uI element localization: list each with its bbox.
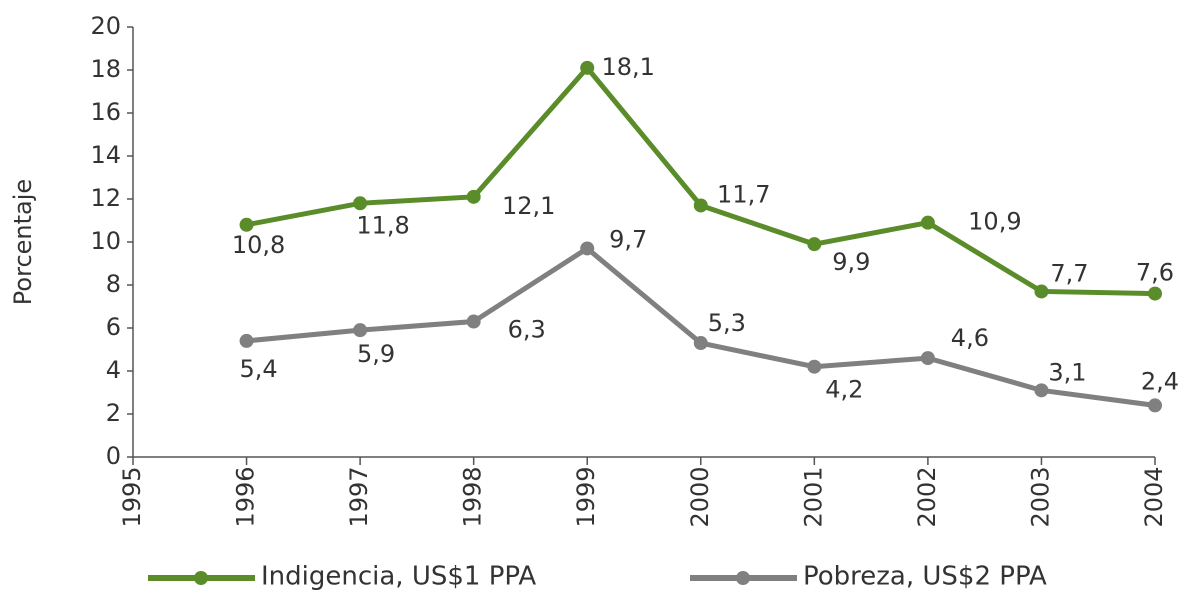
y-tick-label: 20 bbox=[90, 12, 121, 40]
y-tick-label: 18 bbox=[90, 55, 121, 83]
data-point bbox=[466, 189, 481, 204]
data-label: 12,1 bbox=[502, 192, 555, 220]
legend-label: Indigencia, US$1 PPA bbox=[261, 562, 536, 592]
x-tick-label: 1998 bbox=[459, 466, 487, 527]
data-label: 9,7 bbox=[609, 225, 647, 253]
x-tick-label: 2004 bbox=[1140, 466, 1168, 527]
data-point bbox=[1148, 398, 1162, 413]
data-label: 10,9 bbox=[968, 208, 1021, 236]
x-tick-label: 2003 bbox=[1026, 466, 1054, 527]
x-tick-label: 2001 bbox=[799, 466, 827, 527]
data-point bbox=[807, 359, 822, 374]
y-tick-label: 6 bbox=[106, 313, 121, 341]
data-label: 7,7 bbox=[1050, 259, 1088, 287]
data-label: 4,6 bbox=[951, 324, 989, 352]
y-tick-label: 0 bbox=[106, 442, 121, 470]
data-point bbox=[239, 333, 254, 348]
x-tick-label: 2002 bbox=[913, 466, 941, 527]
y-tick-label: 4 bbox=[106, 356, 121, 384]
data-label: 3,1 bbox=[1048, 358, 1086, 386]
data-label: 5,3 bbox=[708, 309, 746, 337]
x-tick-label: 1997 bbox=[345, 466, 373, 527]
y-tick-label: 12 bbox=[90, 184, 121, 212]
y-tick-label: 14 bbox=[90, 141, 121, 169]
x-tick-label: 1996 bbox=[232, 466, 260, 527]
data-label: 6,3 bbox=[508, 316, 546, 344]
y-axis-label: Porcentaje bbox=[9, 179, 37, 305]
legend-marker bbox=[736, 571, 750, 585]
data-point bbox=[1148, 286, 1162, 301]
x-tick-label: 1999 bbox=[572, 466, 600, 527]
data-point bbox=[1034, 383, 1049, 398]
data-label: 2,4 bbox=[1141, 367, 1179, 395]
legend-marker bbox=[194, 571, 208, 585]
y-tick-label: 8 bbox=[106, 270, 121, 298]
x-tick-label: 1995 bbox=[118, 466, 146, 527]
series-line bbox=[246, 63, 1156, 297]
data-point bbox=[693, 198, 708, 213]
data-label: 4,2 bbox=[825, 376, 863, 404]
data-point bbox=[693, 336, 708, 351]
data-point bbox=[580, 241, 595, 256]
data-point bbox=[353, 196, 368, 211]
data-point bbox=[1034, 284, 1049, 299]
data-label: 11,8 bbox=[356, 211, 409, 239]
data-point bbox=[239, 217, 254, 232]
y-tick-label: 16 bbox=[90, 98, 121, 126]
y-tick-label: 2 bbox=[106, 399, 121, 427]
data-label: 10,8 bbox=[232, 231, 285, 259]
data-label: 5,9 bbox=[357, 340, 395, 368]
data-point bbox=[353, 323, 368, 338]
data-point bbox=[466, 314, 481, 329]
data-label: 11,7 bbox=[717, 180, 770, 208]
series-line bbox=[246, 245, 1156, 408]
data-label: 9,9 bbox=[832, 248, 870, 276]
data-label: 18,1 bbox=[602, 53, 655, 81]
data-point bbox=[580, 60, 595, 75]
legend-label: Pobreza, US$2 PPA bbox=[803, 562, 1047, 592]
y-tick-label: 10 bbox=[90, 227, 121, 255]
data-label: 7,6 bbox=[1136, 259, 1174, 287]
data-point bbox=[920, 351, 935, 366]
data-label: 5,4 bbox=[239, 355, 277, 383]
data-point bbox=[920, 215, 935, 230]
data-point bbox=[807, 237, 822, 252]
x-tick-label: 2000 bbox=[686, 466, 714, 527]
